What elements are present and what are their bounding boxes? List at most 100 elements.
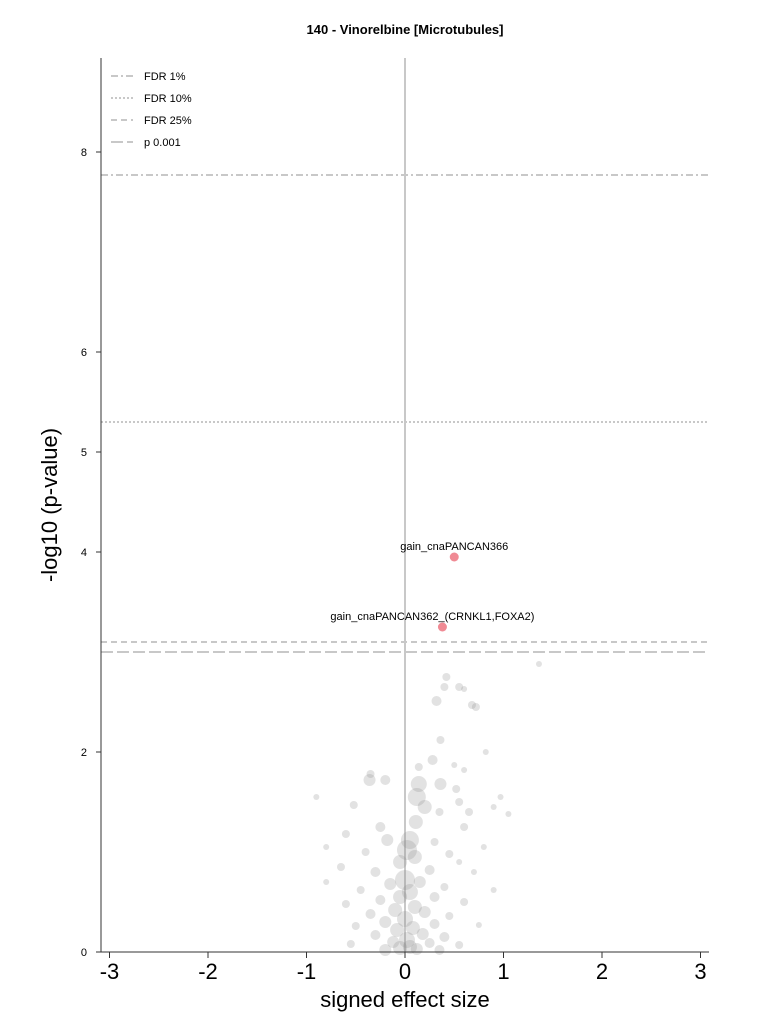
data-point [356, 886, 365, 894]
data-point [370, 867, 381, 877]
data-point [413, 876, 426, 888]
chart-title: 140 - Vinorelbine [Microtubules] [307, 22, 504, 37]
data-point [475, 922, 482, 928]
data-point [379, 916, 392, 928]
axes: 0 2 4 5 6 8 -3 -2 -1 0 1 2 3 [81, 58, 709, 984]
data-point [396, 840, 417, 860]
data-point [393, 890, 408, 904]
data-point [407, 788, 426, 806]
data-point [366, 770, 375, 778]
data-point [451, 762, 458, 768]
x-tick-label: 2 [596, 959, 608, 984]
data-point [490, 804, 497, 810]
data-point [445, 912, 454, 920]
data-point [363, 774, 376, 786]
data-point [465, 808, 474, 816]
y-tick-label: 6 [81, 347, 87, 359]
data-point [424, 938, 435, 948]
data-point [440, 683, 449, 691]
data-point [431, 696, 442, 706]
data-point [346, 940, 355, 948]
data-point [482, 749, 489, 755]
data-point [455, 798, 464, 806]
y-tick-label: 4 [81, 547, 87, 559]
data-point [323, 844, 330, 850]
y-tick-label: 5 [81, 447, 87, 459]
data-point [407, 900, 422, 914]
data-point [370, 930, 381, 940]
legend: FDR 1% FDR 10% FDR 25% p 0.001 [111, 71, 192, 149]
data-point [471, 703, 480, 711]
data-point [387, 936, 400, 948]
data-point [390, 923, 405, 937]
x-tick-label: -2 [198, 959, 218, 984]
y-tick-label: 0 [81, 947, 87, 959]
legend-label: FDR 25% [144, 115, 192, 127]
data-point [490, 887, 497, 893]
data-point [405, 921, 420, 935]
data-point [398, 932, 415, 948]
data-point [460, 823, 469, 831]
data-point [455, 683, 464, 691]
data-point [365, 909, 376, 919]
data-point [424, 865, 435, 875]
x-tick-label: -3 [100, 959, 120, 984]
x-tick-label: -1 [297, 959, 317, 984]
x-tick-label: 1 [497, 959, 509, 984]
highlight-point-2 [437, 622, 447, 632]
data-point [427, 755, 438, 765]
data-point [410, 776, 427, 792]
data-point [461, 686, 468, 692]
data-point [505, 811, 512, 817]
highlight-label-1: gain_cnaPANCAN366 [400, 541, 508, 553]
data-point [429, 892, 440, 902]
y-tick-label: 2 [81, 747, 87, 759]
data-point [436, 736, 445, 744]
data-point [414, 763, 423, 771]
x-axis-label: signed effect size [320, 987, 490, 1012]
data-points [313, 661, 542, 956]
data-point [313, 794, 320, 800]
legend-label: FDR 10% [144, 93, 192, 105]
data-point [440, 883, 449, 891]
data-point [480, 844, 487, 850]
data-point [430, 838, 439, 846]
data-point [445, 850, 454, 858]
data-point [395, 870, 415, 890]
data-point [434, 945, 445, 955]
data-point [351, 922, 360, 930]
highlighted-points: gain_cnaPANCAN366 gain_cnaPANCAN362_(CRNK… [330, 541, 534, 632]
data-point [379, 944, 392, 956]
data-point [402, 940, 417, 954]
highlight-point-1 [449, 552, 459, 562]
data-point [401, 884, 418, 900]
data-point [429, 919, 440, 929]
data-point [467, 701, 476, 709]
data-point [435, 808, 444, 816]
data-point [452, 785, 461, 793]
data-point [323, 879, 330, 885]
data-point [456, 859, 463, 865]
x-tick-label: 3 [694, 959, 706, 984]
data-point [407, 850, 422, 864]
highlight-label-2: gain_cnaPANCAN362_(CRNKL1,FOXA2) [330, 611, 534, 623]
x-tick-label: 0 [399, 959, 411, 984]
data-point [375, 895, 386, 905]
data-point [417, 800, 432, 814]
data-point [384, 878, 397, 890]
legend-label: p 0.001 [144, 137, 181, 149]
data-point [397, 911, 413, 927]
data-point [434, 778, 447, 790]
data-point [442, 673, 451, 681]
data-point [455, 941, 464, 949]
y-tick-label: 8 [81, 147, 87, 159]
data-point [497, 794, 504, 800]
data-point [535, 661, 542, 667]
data-point [400, 831, 419, 849]
data-point [388, 903, 403, 917]
data-point [418, 906, 431, 918]
data-point [375, 822, 386, 832]
data-point [408, 815, 423, 829]
data-point [410, 943, 423, 955]
